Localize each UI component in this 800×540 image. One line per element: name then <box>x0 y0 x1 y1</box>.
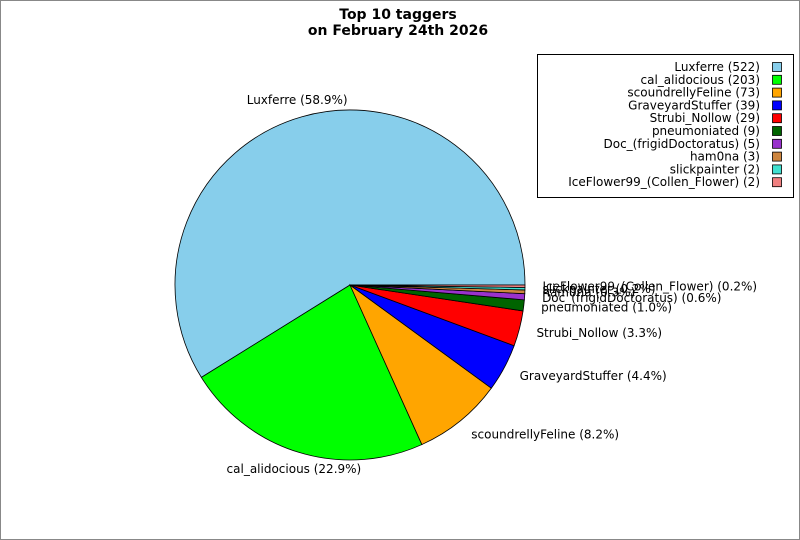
slice-label: GraveyardStuffer (4.4%) <box>520 369 667 383</box>
slice-label: ham0na (0.3%) <box>542 285 635 299</box>
legend-swatch <box>772 138 782 149</box>
pie-slice <box>349 284 526 288</box>
legend-label: slickpainter (2) <box>670 162 760 176</box>
legend-swatch <box>772 74 782 85</box>
legend-label: Doc_(frigidDoctoratus) (5) <box>604 137 761 151</box>
slice-label: slickpainter (0.2%) <box>542 282 655 296</box>
legend-label: GraveyardStuffer (39) <box>628 98 760 112</box>
slice-label: scoundrellyFeline (8.2%) <box>471 427 619 441</box>
legend-swatch <box>772 126 782 136</box>
legend-label: cal_alidocious (203) <box>641 73 760 87</box>
slice-label: Strubi_Nollow (3.3%) <box>536 326 662 340</box>
pie-slice <box>200 284 423 461</box>
pie-slice <box>174 109 526 378</box>
slice-label: IceFlower99_(Collen_Flower) (0.2%) <box>542 279 757 293</box>
legend-swatch <box>772 100 782 111</box>
legend-label: ham0na (3) <box>690 150 760 164</box>
legend-label: Luxferre (522) <box>674 60 760 74</box>
pie: Luxferre (58.9%) cal_alidocious (22.9%) sc… <box>174 93 757 476</box>
legend-swatch <box>772 151 782 162</box>
legend-swatch <box>772 87 782 98</box>
slice-label: Doc_(frigidDoctoratus) (0.6%) <box>542 291 721 305</box>
pie-slice <box>349 283 492 446</box>
legend-swatch <box>772 62 782 72</box>
slice-label: cal_alidocious (22.9%) <box>227 462 362 476</box>
slice-label: pneumoniated (1.0%) <box>541 300 672 314</box>
legend-swatch <box>772 113 782 124</box>
legend-swatch <box>772 177 782 188</box>
chart-subtitle: on February 24th 2026 <box>308 23 488 39</box>
legend-label: Strubi_Nollow (29) <box>650 111 760 125</box>
legend-box <box>537 54 794 198</box>
slice-label: Luxferre (58.9%) <box>247 93 348 107</box>
legend-swatch <box>772 164 782 175</box>
legend-label: scoundrellyFeline (73) <box>627 86 760 100</box>
legend-label: IceFlower99_(Collen_Flower) (2) <box>568 175 760 189</box>
chart-title: Top 10 taggers <box>339 7 456 23</box>
legend-label: pneumoniated (9) <box>652 124 760 138</box>
legend: Luxferre (522)cal_alidocious (203)scound… <box>537 54 794 198</box>
